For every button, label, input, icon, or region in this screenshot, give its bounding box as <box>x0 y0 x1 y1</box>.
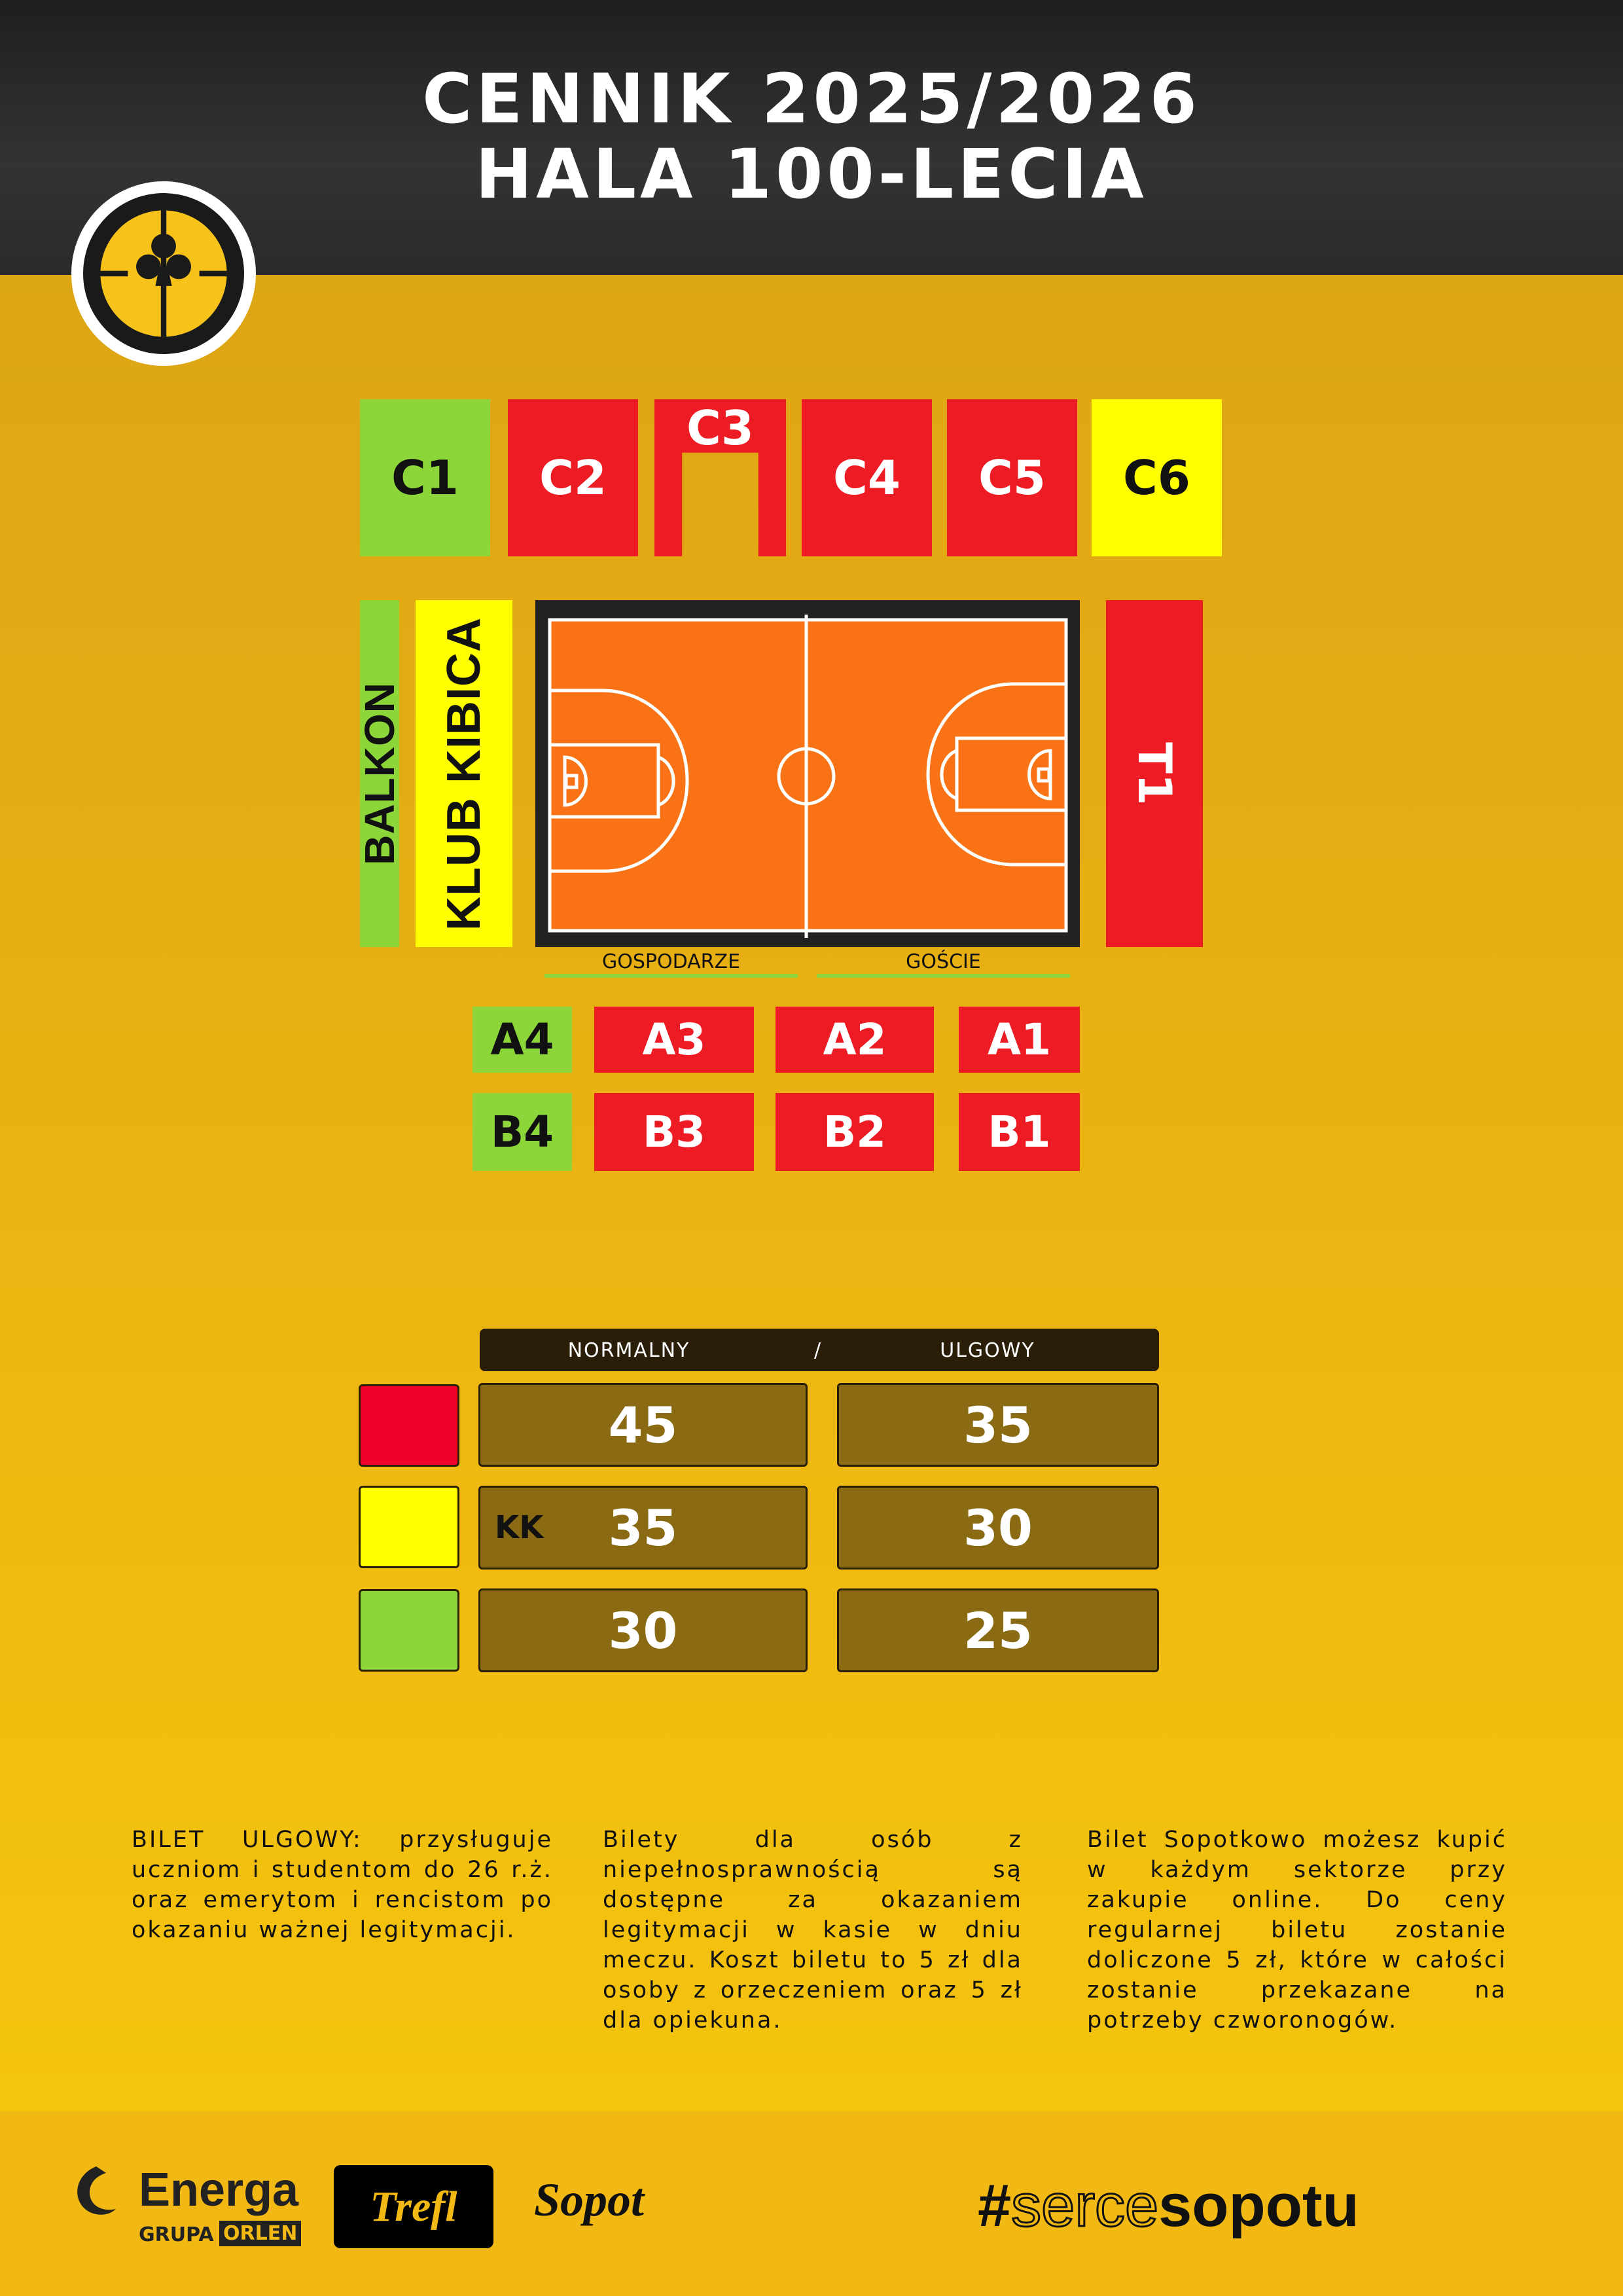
club-ball-icon <box>100 210 227 337</box>
sector-label: A1 <box>987 1014 1051 1065</box>
price-value: 35 <box>608 1498 678 1557</box>
sector-label: KLUB KIBICA <box>438 617 490 931</box>
sector-label: C4 <box>833 450 901 505</box>
sector-c6[interactable]: C6 <box>1092 399 1222 556</box>
sector-c3[interactable]: C3 <box>654 399 786 556</box>
footer-band <box>0 2111 1623 2296</box>
sector-c5[interactable]: C5 <box>947 399 1077 556</box>
sector-a2[interactable]: A2 <box>776 1007 934 1073</box>
court-lines <box>548 615 1068 938</box>
sector-label: B1 <box>988 1107 1051 1157</box>
sector-label: C3 <box>687 401 754 456</box>
sector-c2[interactable]: C2 <box>508 399 638 556</box>
sector-label: B4 <box>490 1107 554 1157</box>
energa-wordmark: Energa <box>139 2164 299 2216</box>
page-title-line2: HALA 100-LECIA <box>475 134 1148 214</box>
sector-label: A4 <box>490 1014 554 1065</box>
note-reduced-ticket: BILET ULGOWY: przysługuje uczniom i stud… <box>132 1827 553 1943</box>
club-logo <box>71 181 256 366</box>
energa-logo: Energa GRUPA ORLEN <box>70 2163 306 2248</box>
price-swatch-yellow <box>359 1486 459 1568</box>
home-side-label: GOSPODARZE <box>601 950 741 973</box>
sector-b3[interactable]: B3 <box>594 1093 754 1171</box>
price-table-header: NORMALNY / ULGOWY <box>480 1329 1159 1371</box>
price-normal-yellow: KK 35 <box>478 1486 808 1570</box>
sector-label: A2 <box>823 1014 887 1065</box>
sector-balkon[interactable]: BALKON <box>356 600 403 947</box>
price-value: 35 <box>963 1395 1033 1454</box>
away-side-label: GOŚCIE <box>906 950 981 973</box>
sector-a1[interactable]: A1 <box>959 1007 1080 1073</box>
sector-label: T1 <box>1128 742 1181 806</box>
sector-label: C5 <box>978 450 1046 505</box>
sector-label: B2 <box>823 1107 887 1157</box>
price-reduced-yellow: 30 <box>837 1486 1159 1570</box>
price-value: 45 <box>608 1395 678 1454</box>
header-separator: / <box>814 1339 823 1362</box>
price-reduced-red: 35 <box>837 1383 1159 1467</box>
sector-label: C2 <box>539 450 607 505</box>
hashtag-sercesopotu: #sercesopotu <box>978 2172 1359 2240</box>
sector-c4[interactable]: C4 <box>802 399 932 556</box>
note-disability: Bilety dla osób z niepełnosprawnością są… <box>603 1827 1023 2034</box>
home-side-line <box>544 974 798 978</box>
header-normal: NORMALNY <box>567 1339 690 1362</box>
orlen-text: ORLEN <box>219 2221 302 2246</box>
price-normal-red: 45 <box>478 1383 808 1467</box>
sector-t1[interactable]: T1 <box>1106 600 1203 947</box>
sector-b2[interactable]: B2 <box>776 1093 934 1171</box>
header-band <box>0 0 1623 275</box>
hashtag-bold-part: sopotu <box>1158 2172 1359 2239</box>
header-reduced: ULGOWY <box>940 1339 1035 1362</box>
note-sopotkowo: Bilet Sopotkowo możesz kupić w każdym se… <box>1087 1827 1507 2034</box>
page-title-line1: CENNIK 2025/2026 <box>422 59 1201 139</box>
hashtag-symbol: # <box>978 2172 1012 2239</box>
price-normal-green: 30 <box>478 1588 808 1672</box>
energa-swirl-icon <box>77 2166 116 2215</box>
price-value: 30 <box>963 1498 1033 1557</box>
sector-label: B3 <box>642 1107 706 1157</box>
sector-klub-kibica[interactable]: KLUB KIBICA <box>416 600 512 947</box>
price-swatch-green <box>359 1589 459 1672</box>
sector-label: A3 <box>642 1014 706 1065</box>
price-value: 25 <box>963 1601 1033 1660</box>
sector-label: C1 <box>391 450 459 505</box>
basketball-court <box>535 600 1080 947</box>
sector-b4[interactable]: B4 <box>473 1093 572 1171</box>
kk-prefix: KK <box>495 1509 544 1546</box>
sector-label: C6 <box>1123 450 1190 505</box>
sector-c1[interactable]: C1 <box>360 399 490 556</box>
sector-b1[interactable]: B1 <box>959 1093 1080 1171</box>
sopot-logo: Sopot <box>534 2174 645 2226</box>
trefl-wordmark: Trefl <box>370 2182 457 2231</box>
sector-a3[interactable]: A3 <box>594 1007 754 1073</box>
trefl-logo: Trefl <box>334 2165 493 2248</box>
price-swatch-red <box>359 1384 459 1467</box>
sector-label: BALKON <box>356 682 403 865</box>
price-value: 30 <box>608 1601 678 1660</box>
hashtag-outline-part: serce <box>1010 2172 1160 2240</box>
sector-a4[interactable]: A4 <box>473 1007 572 1073</box>
price-reduced-green: 25 <box>837 1588 1159 1672</box>
away-side-line <box>817 974 1070 978</box>
grupa-text: GRUPA <box>139 2223 214 2246</box>
